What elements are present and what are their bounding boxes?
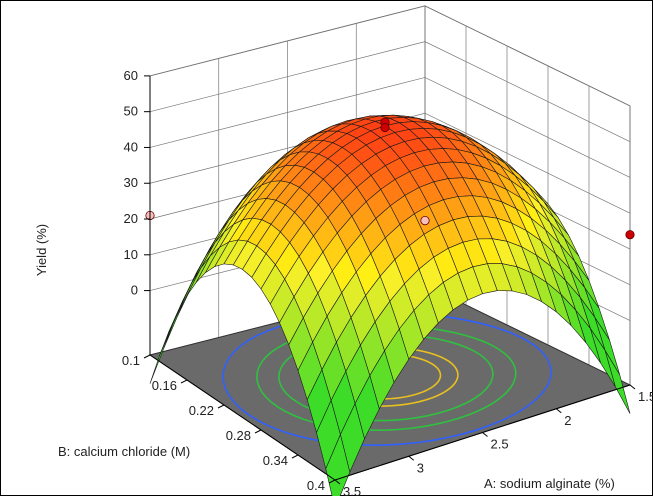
a-tick-label: 2 <box>564 413 571 428</box>
z-tick-label: 60 <box>124 68 138 83</box>
z-tick-label: 50 <box>124 104 138 119</box>
b-tick-label: 0.1 <box>122 353 140 368</box>
b-tick <box>217 404 225 409</box>
y-axis-title: B: calcium chloride (M) <box>58 444 190 459</box>
a-tick-label: 1.5 <box>638 389 653 404</box>
z-tick-label: 40 <box>124 139 138 154</box>
b-axis-line <box>149 354 336 481</box>
surface-patch <box>186 255 211 296</box>
b-tick <box>143 354 151 359</box>
design-point <box>420 215 430 226</box>
a-tick <box>334 479 341 485</box>
b-tick-label: 0.34 <box>263 453 288 468</box>
contour-line <box>256 324 517 432</box>
b-tick <box>328 479 336 484</box>
z-tick-label: 0 <box>131 283 138 298</box>
z-axis-title: Yield (%) <box>34 224 49 276</box>
b-tick <box>180 379 188 384</box>
wall-gridline-z <box>149 5 631 107</box>
b-tick-label: 0.4 <box>307 478 325 493</box>
a-tick <box>629 384 636 390</box>
b-tick-label: 0.28 <box>226 428 251 443</box>
axes: 0 10 20 30 40 50 60 0.1 0.16 0.22 0.28 0.34 0.4 1.5 2 2… <box>122 68 653 496</box>
a-tick <box>482 432 488 437</box>
contour-line <box>278 333 494 422</box>
design-point <box>625 230 635 240</box>
a-tick-label: 3.5 <box>343 484 361 496</box>
b-tick <box>254 429 262 434</box>
z-tick-label: 20 <box>124 211 138 226</box>
z-tick-label: 10 <box>124 247 138 262</box>
a-tick <box>555 408 562 414</box>
b-tick <box>291 454 299 459</box>
response-surface <box>149 114 631 496</box>
z-tick-label: 30 <box>124 175 138 190</box>
b-tick-label: 0.22 <box>189 403 214 418</box>
x-axis-title: A: sodium alginate (%) <box>484 476 615 491</box>
a-tick-label: 3 <box>417 460 424 475</box>
contour-line <box>222 311 552 446</box>
surface-patch <box>325 433 351 496</box>
a-tick <box>408 455 415 461</box>
design-point <box>380 122 390 133</box>
b-tick-label: 0.16 <box>152 378 177 393</box>
a-tick-label: 2.5 <box>491 437 509 452</box>
